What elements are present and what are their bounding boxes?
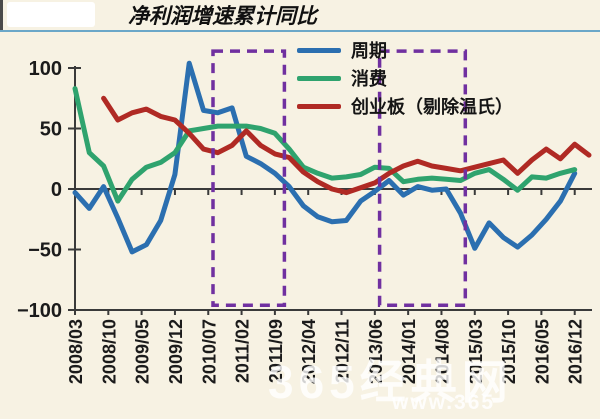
legend-label-chinext-ex-wens: 创业板（剔除温氏） (351, 97, 513, 117)
x-axis-label: 2012/11 (333, 319, 353, 383)
x-axis-label: 2015/10 (499, 319, 519, 384)
legend-label-consumer: 消费 (351, 69, 387, 89)
series-line-cycle (72, 60, 578, 255)
series-line-chinext-ex-wens (101, 95, 592, 196)
x-axis-label: 2015/03 (466, 319, 486, 384)
y-axis-tick-label: 100 (29, 58, 62, 80)
x-axis-label: 2009/05 (133, 319, 153, 384)
highlight-box-1 (211, 49, 287, 307)
legend-item-consumer: 消费 (297, 64, 513, 92)
x-axis-label: 2011/02 (233, 319, 253, 383)
series-line-consumer (72, 86, 578, 204)
y-axis-tick-label: 0 (51, 179, 62, 201)
legend-label-cycle: 周期 (351, 41, 387, 61)
x-axis-label: 2011/09 (266, 319, 286, 383)
top-left-blank-patch (7, 2, 95, 27)
x-axis-label: 2016/12 (566, 319, 586, 384)
x-axis-label: 2012/04 (299, 319, 319, 384)
chart-title: 净利润增速累计同比 (128, 4, 317, 28)
legend: 周期 消费 创业板（剔除温氏） (297, 36, 513, 120)
legend-line-sample-cycle (297, 47, 341, 53)
x-axis-label: 2016/05 (532, 319, 552, 384)
screenshot-edge-artifact (0, 0, 3, 30)
x-axis-label: 2010/07 (199, 319, 219, 384)
x-axis-label: 2013/06 (366, 319, 386, 384)
x-axis-label: 2008/03 (66, 319, 86, 384)
legend-item-chinext-ex-wens: 创业板（剔除温氏） (297, 92, 513, 120)
x-axis-label: 2008/10 (99, 319, 119, 384)
legend-line-sample-consumer (297, 75, 341, 81)
y-axis-tick-label: 50 (40, 119, 62, 141)
highlight-box-2 (377, 49, 468, 307)
x-axis-label: 2014/08 (432, 319, 452, 384)
x-axis-label: 2009/12 (166, 319, 186, 384)
legend-line-sample-chinext-ex-wens (297, 103, 341, 109)
title-underline (0, 30, 600, 32)
y-axis-tick-label: −100 (17, 300, 62, 322)
x-axis-label: 2014/01 (399, 319, 419, 384)
y-axis-tick-label: −50 (28, 240, 62, 262)
legend-item-cycle: 周期 (297, 36, 513, 64)
